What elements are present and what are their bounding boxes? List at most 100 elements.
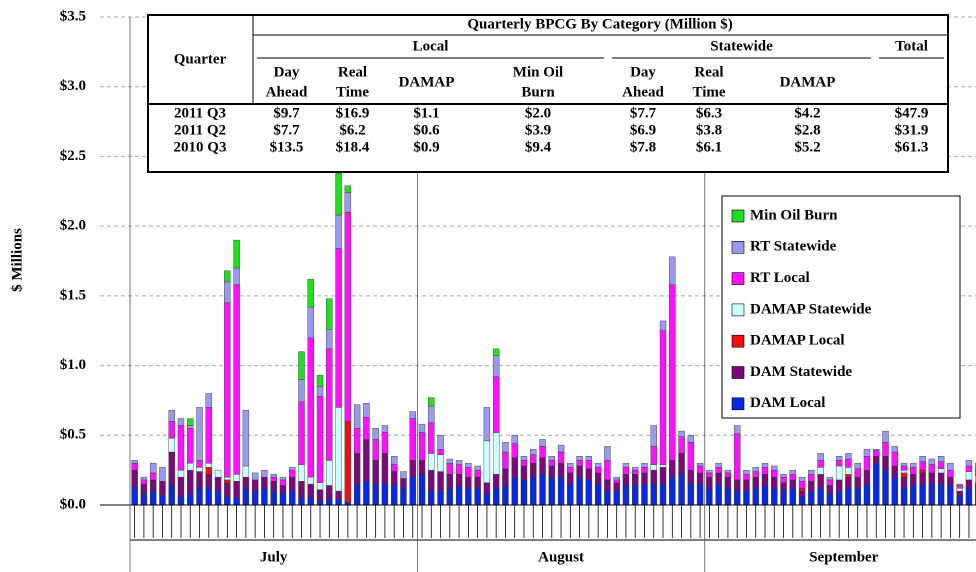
bar-segment: [289, 467, 296, 471]
bar-segment: [465, 476, 472, 489]
bar-segment: [650, 469, 657, 485]
bar-segment: [585, 479, 593, 506]
table-cell: $4.2: [794, 105, 820, 121]
bar-segment: [696, 483, 704, 506]
y-tick-label: $1.5: [60, 287, 86, 303]
bar-segment: [437, 471, 444, 492]
bar-segment: [400, 488, 407, 506]
x-group-label: August: [538, 549, 584, 565]
bar-segment: [131, 469, 138, 488]
bar-segment: [298, 497, 305, 506]
bar-segment: [131, 460, 138, 464]
bar-segment: [242, 409, 250, 467]
bar-segment: [140, 493, 148, 506]
legend-swatch: [731, 334, 745, 348]
bar-segment: [724, 469, 732, 474]
bar-segment: [465, 467, 472, 478]
bar-segment: [743, 474, 750, 481]
bar-segment: [937, 468, 945, 474]
bar-segment: [242, 465, 250, 478]
table-cell: $0.9: [413, 139, 439, 155]
bar-segment: [418, 474, 426, 506]
bar-segment: [919, 456, 926, 462]
bar-segment: [539, 457, 546, 475]
bar-segment: [455, 474, 463, 486]
bar-segment: [669, 256, 676, 285]
bar-segment: [965, 465, 973, 472]
bar-segment: [316, 386, 324, 397]
bar-segment: [854, 468, 861, 478]
table-cell: $9.7: [273, 105, 300, 121]
bar-segment: [743, 479, 750, 492]
bar-segment: [835, 465, 843, 481]
bar-segment: [873, 450, 880, 457]
legend-swatch: [731, 272, 745, 285]
bar-segment: [465, 488, 472, 506]
bar-segment: [140, 483, 148, 495]
bar-segment: [956, 490, 963, 497]
bar-segment: [344, 185, 352, 193]
table-cell: $18.4: [336, 139, 370, 155]
bar-segment: [604, 479, 611, 492]
bar-segment: [752, 488, 759, 506]
bar-segment: [428, 422, 435, 454]
bar-segment: [937, 456, 945, 462]
table-column-header: Min Oil: [513, 64, 563, 80]
bar-segment: [270, 476, 277, 482]
bar-segment: [233, 239, 240, 269]
bar-segment: [511, 443, 518, 458]
bar-segment: [520, 456, 528, 461]
bar-segment: [771, 469, 778, 478]
bar-segment: [353, 428, 361, 454]
bar-segment: [335, 248, 342, 408]
bar-segment: [548, 460, 555, 467]
bar-segment: [344, 421, 352, 503]
bar-segment: [928, 464, 936, 474]
bar-segment: [530, 462, 537, 478]
bar-segment: [187, 493, 194, 506]
bar-segment: [687, 442, 695, 471]
bar-segment: [854, 476, 861, 489]
bar-segment: [771, 476, 778, 489]
table-column-header: DAMAP: [399, 74, 455, 90]
bar-segment: [817, 474, 824, 489]
bar-segment: [289, 490, 296, 506]
bar-segment: [696, 462, 704, 467]
table-cell: $47.9: [895, 105, 929, 121]
bar-segment: [733, 479, 741, 492]
bar-segment: [835, 456, 843, 461]
bar-segment: [214, 490, 222, 506]
legend-label: DAM Statewide: [750, 364, 852, 380]
bar-segment: [418, 423, 426, 433]
bar-segment: [854, 462, 861, 469]
bar-segment: [937, 461, 945, 469]
bar-segment: [251, 479, 259, 492]
y-tick-label: $0.0: [60, 496, 86, 512]
legend-swatch: [731, 366, 745, 379]
bar-segment: [845, 476, 852, 489]
table-cell: $5.2: [794, 139, 820, 155]
bar-segment: [455, 460, 463, 465]
bar-segment: [251, 490, 259, 506]
bar-segment: [900, 472, 908, 478]
bar-segment: [381, 425, 389, 433]
bar-segment: [937, 472, 945, 485]
bar-segment: [863, 469, 871, 485]
bar-segment: [724, 488, 732, 506]
bar-segment: [474, 476, 481, 489]
bar-segment: [511, 435, 518, 444]
bar-segment: [149, 479, 157, 492]
bar-segment: [641, 472, 648, 485]
bar-segment: [919, 461, 926, 471]
legend-label: DAM Local: [750, 395, 825, 411]
bar-segment: [335, 499, 342, 506]
bar-segment: [474, 465, 481, 471]
bar-segment: [187, 469, 194, 495]
bar-segment: [752, 467, 759, 472]
bar-segment: [882, 456, 889, 471]
bar-segment: [205, 488, 212, 506]
bar-segment: [187, 428, 194, 464]
bar-segment: [808, 469, 815, 475]
bar-segment: [910, 474, 917, 486]
